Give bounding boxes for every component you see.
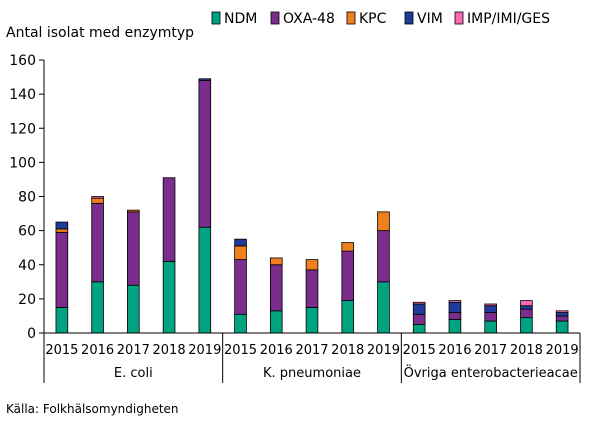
bar-segment-ndm bbox=[55, 307, 69, 334]
bar-segment-ndm bbox=[448, 318, 462, 334]
x-year-label: 2016 bbox=[438, 343, 471, 358]
source-note: Källa: Folkhälsomyndigheten bbox=[6, 402, 179, 416]
bar-segment-ndm bbox=[555, 320, 569, 334]
bar-segment-oxa-48 bbox=[162, 177, 176, 262]
x-year-label: 2015 bbox=[403, 343, 436, 358]
bar-segment-oxa-48 bbox=[412, 313, 426, 325]
bar-segment-kpc bbox=[55, 228, 69, 233]
y-tick-label: 80 bbox=[18, 190, 36, 206]
bar-segment-oxa-48 bbox=[377, 230, 390, 283]
bar-segment-oxa-48 bbox=[341, 250, 355, 301]
x-year-label: 2019 bbox=[546, 343, 579, 358]
bar-segment-ndm bbox=[127, 284, 140, 334]
legend-swatch bbox=[270, 11, 280, 25]
bar-segment-oxa-48 bbox=[198, 80, 212, 228]
y-axis-label: Antal isolat med enzymtyp bbox=[6, 25, 194, 41]
y-tick-label: 120 bbox=[9, 121, 36, 137]
y-tick-label: 40 bbox=[18, 258, 36, 274]
bar-segment-kpc bbox=[341, 242, 355, 252]
legend-label: VIM bbox=[417, 11, 443, 27]
x-group-label: E. coli bbox=[114, 366, 153, 381]
bar-segment-imp-imi-ges bbox=[520, 300, 533, 307]
bar-segment-ndm bbox=[162, 260, 176, 334]
legend: NDM OXA-48 KPC VIM IMP/IMI/GES bbox=[211, 11, 550, 27]
bar-segment-vim bbox=[555, 312, 569, 317]
bar-segment-ndm bbox=[484, 320, 497, 334]
legend-label: IMP/IMI/GES bbox=[467, 11, 550, 27]
bars bbox=[55, 78, 569, 334]
bar-segment-imp-imi-ges bbox=[448, 300, 462, 303]
x-year-label: 2018 bbox=[510, 343, 543, 358]
bar-segment-vim bbox=[448, 301, 462, 313]
bar-segment-kpc bbox=[305, 259, 319, 271]
y-tick-label: 60 bbox=[18, 224, 36, 240]
legend-label: NDM bbox=[224, 11, 257, 27]
y-tick-label: 160 bbox=[9, 53, 36, 69]
x-year-label: 2017 bbox=[295, 343, 328, 358]
bar-segment-oxa-48 bbox=[448, 312, 462, 320]
bar-segment-kpc bbox=[127, 209, 140, 213]
bar-segment-kpc bbox=[377, 211, 390, 232]
x-year-label: 2016 bbox=[81, 343, 114, 358]
bar-segment-kpc bbox=[234, 245, 247, 261]
x-group-label: K. pneumoniae bbox=[263, 366, 361, 381]
x-year-label: 2019 bbox=[188, 343, 221, 358]
legend-label: KPC bbox=[359, 11, 387, 27]
y-tick-label: 140 bbox=[9, 87, 36, 103]
bar-segment-oxa-48 bbox=[127, 211, 140, 286]
bar-segment-imp-imi-ges bbox=[91, 196, 104, 199]
x-year-label: 2015 bbox=[224, 343, 257, 358]
bar-segment-vim bbox=[234, 238, 247, 247]
bar-segment-ndm bbox=[341, 300, 355, 334]
bar-segment-ndm bbox=[520, 317, 533, 334]
y-axis: 0 20 40 60 80 100 120 140 160 bbox=[9, 53, 45, 342]
bar-segment-vim bbox=[412, 303, 426, 315]
bar-segment-ndm bbox=[305, 307, 319, 334]
x-year-label: 2019 bbox=[367, 343, 400, 358]
x-year-label: 2015 bbox=[45, 343, 78, 358]
legend-swatch bbox=[346, 11, 356, 25]
bar-segment-vim bbox=[198, 78, 212, 81]
bar-segment-oxa-48 bbox=[55, 231, 69, 308]
bar-segment-imp-imi-ges bbox=[412, 301, 426, 305]
y-tick-label: 0 bbox=[27, 326, 36, 342]
bar-segment-ndm bbox=[234, 313, 247, 334]
bar-segment-kpc bbox=[269, 257, 283, 266]
bar-segment-ndm bbox=[269, 310, 283, 334]
bar-segment-ndm bbox=[198, 226, 212, 334]
bar-segment-oxa-48 bbox=[269, 264, 283, 312]
bar-segment-oxa-48 bbox=[305, 269, 319, 308]
bar-segment-oxa-48 bbox=[91, 202, 104, 283]
bar-segment-ndm bbox=[412, 324, 426, 334]
legend-swatch bbox=[454, 11, 464, 25]
bar-segment-kpc bbox=[91, 197, 104, 204]
bar-segment-vim bbox=[484, 305, 497, 313]
bar-segment-ndm bbox=[377, 281, 390, 334]
bar-segment-ndm bbox=[91, 281, 104, 334]
y-tick-label: 20 bbox=[18, 292, 36, 308]
legend-swatch bbox=[404, 11, 414, 25]
legend-label: OXA-48 bbox=[283, 11, 335, 27]
bar-segment-oxa-48 bbox=[520, 308, 533, 319]
x-year-label: 2016 bbox=[260, 343, 293, 358]
bar-segment-oxa-48 bbox=[484, 312, 497, 322]
x-year-label: 2018 bbox=[153, 343, 186, 358]
bar-segment-oxa-48 bbox=[234, 259, 247, 315]
legend-swatch bbox=[211, 11, 221, 25]
bar-segment-vim bbox=[55, 221, 69, 230]
bar-segment-vim bbox=[520, 305, 533, 310]
x-year-label: 2017 bbox=[117, 343, 150, 358]
bar-segment-imp-imi-ges bbox=[555, 310, 569, 313]
x-year-label: 2017 bbox=[474, 343, 507, 358]
x-group-label: Övriga enterobacterieacae bbox=[404, 364, 578, 381]
bar-segment-imp-imi-ges bbox=[484, 303, 497, 307]
bar-segment-oxa-48 bbox=[555, 315, 569, 322]
x-year-label: 2018 bbox=[331, 343, 364, 358]
y-tick-label: 100 bbox=[9, 155, 36, 171]
